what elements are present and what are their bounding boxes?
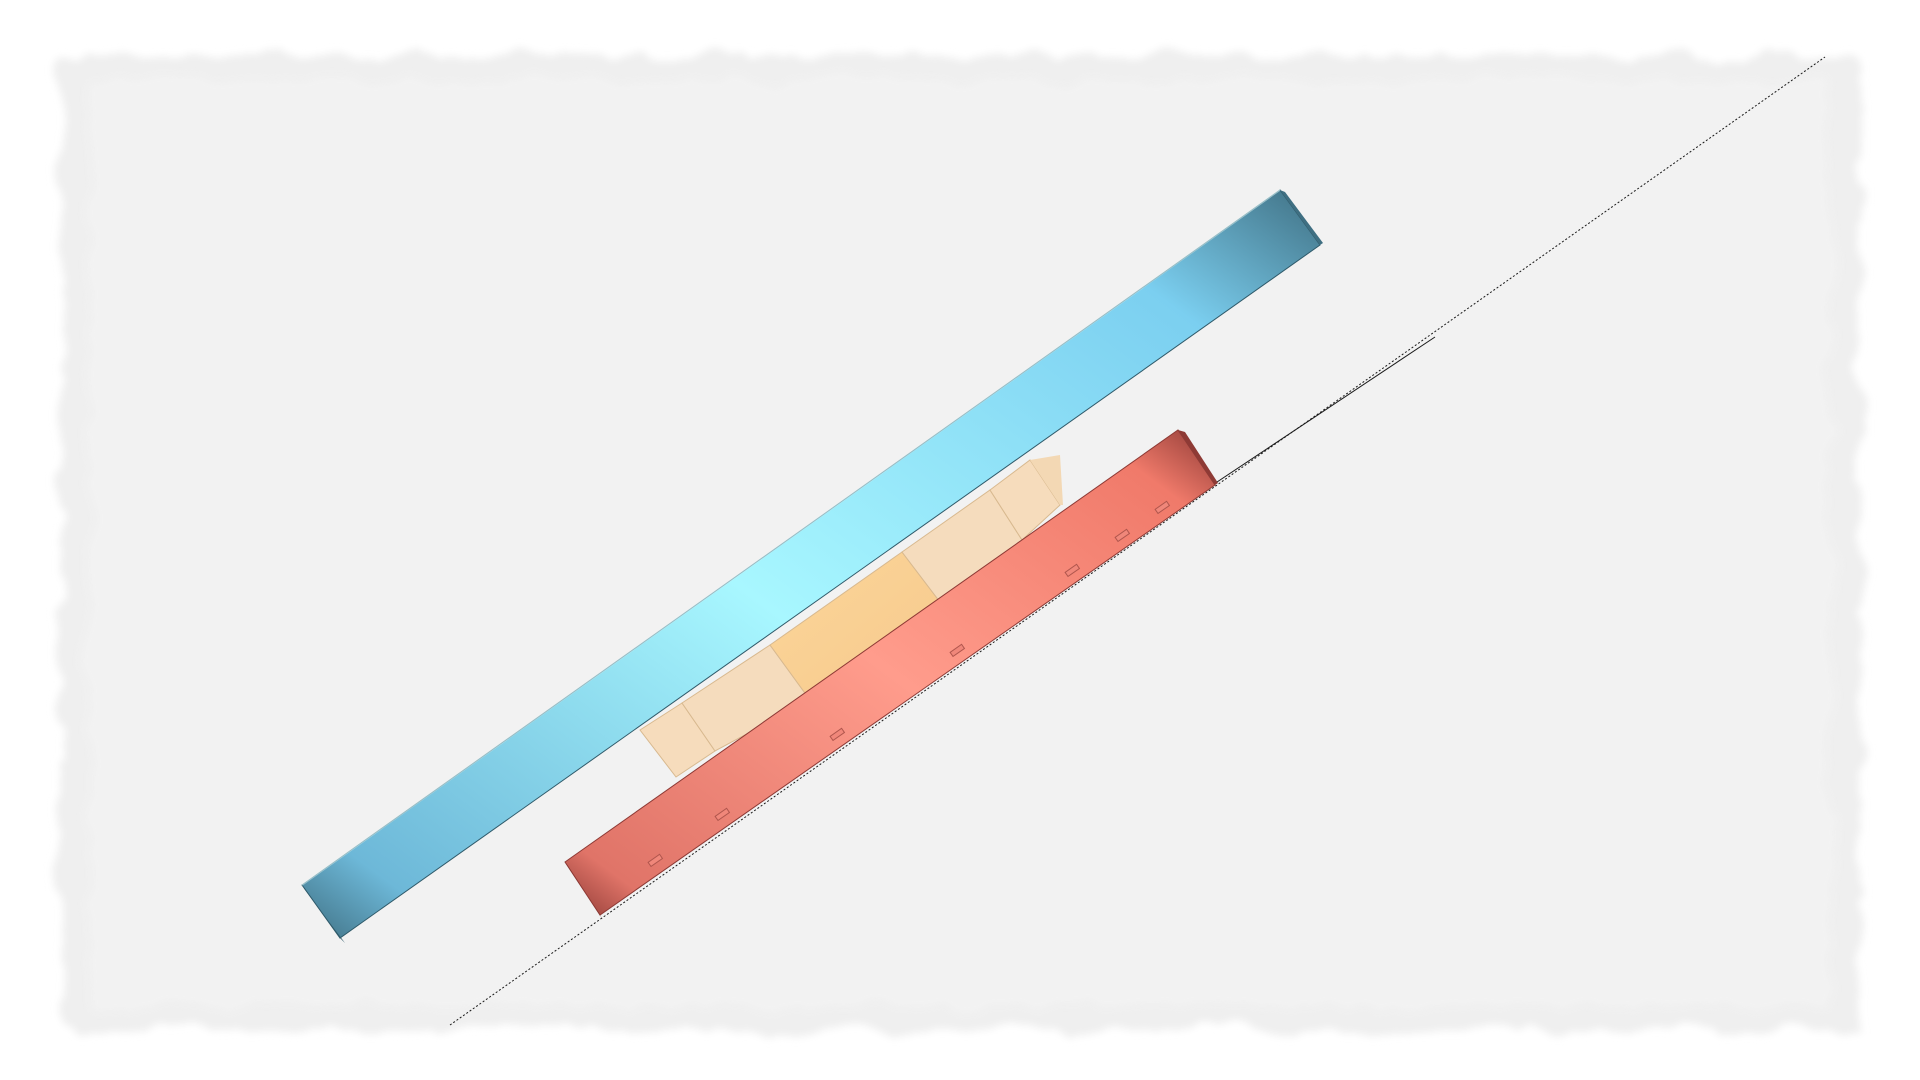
guide-line [449, 56, 1826, 1026]
red-plate [564, 429, 1218, 920]
middle-blocks [639, 455, 1063, 778]
blue-plate [301, 189, 1323, 943]
blue-plate-edge-highlight [301, 189, 1281, 886]
blue-plate-end-right [1280, 190, 1323, 245]
red-plate-end-right [1178, 430, 1218, 485]
red-plate-bumps [647, 500, 1171, 868]
middle-block-top [1030, 455, 1063, 505]
